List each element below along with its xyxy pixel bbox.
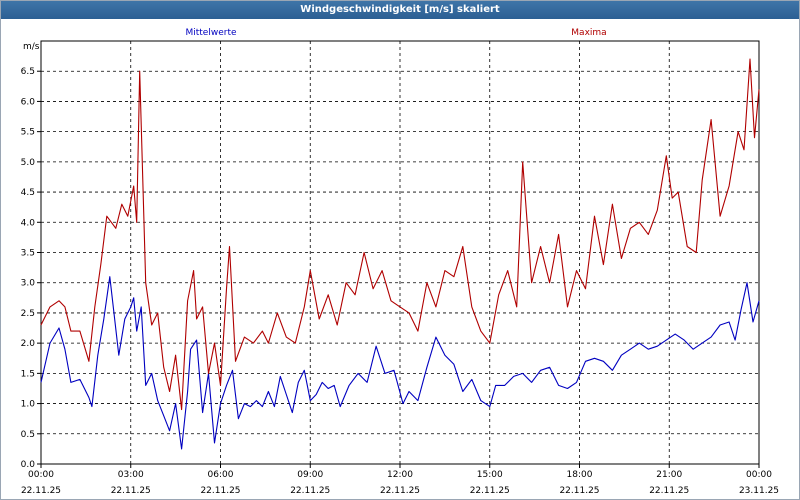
y-tick-label: 3.0 (21, 279, 36, 289)
y-tick-label: 4.5 (21, 188, 35, 198)
x-axis: 00:00 22.11.25 03:00 22.11.25 06:00 22.11.25 0… (21, 464, 779, 496)
x-tick-date: 22.11.25 (559, 486, 599, 496)
series-line-maxima (40, 58, 760, 411)
x-tick-time: 06:00 (208, 470, 234, 480)
grid (41, 41, 759, 465)
x-tick-date: 23.11.25 (739, 486, 779, 496)
y-tick-label: 6.0 (21, 97, 36, 107)
y-axis: 0.0 0.5 1.0 1.5 2.0 2.5 3.0 3.5 4.0 4.5 5.0 5.5 6.0 6… (21, 67, 41, 470)
x-tick-time: 21:00 (656, 470, 682, 480)
x-tick-time: 00:00 (746, 470, 772, 480)
x-tick-time: 15:00 (477, 470, 503, 480)
x-tick-date: 22.11.25 (470, 486, 510, 496)
x-tick-time: 03:00 (118, 470, 144, 480)
y-tick-label: 1.5 (21, 369, 35, 379)
x-tick-time: 00:00 (28, 470, 54, 480)
x-tick-date: 22.11.25 (649, 486, 689, 496)
y-tick-label: 3.5 (21, 249, 35, 259)
x-tick-date: 22.11.25 (21, 486, 61, 496)
x-tick-time: 09:00 (297, 470, 323, 480)
chart-title: Windgeschwindigkeit [m/s] skaliert (1, 1, 799, 19)
y-tick-label: 5.5 (21, 128, 35, 138)
y-tick-label: 5.0 (21, 158, 36, 168)
x-tick-date: 22.11.25 (111, 486, 151, 496)
y-tick-label: 6.5 (21, 67, 35, 77)
y-tick-label: 2.5 (21, 309, 35, 319)
x-tick-date: 22.11.25 (290, 486, 330, 496)
y-tick-label: 1.0 (21, 400, 36, 410)
x-tick-time: 18:00 (567, 470, 593, 480)
y-tick-label: 4.0 (21, 218, 36, 228)
series-lines (40, 58, 760, 450)
x-tick-date: 22.11.25 (380, 486, 420, 496)
legend-mittelwerte: Mittelwerte (185, 28, 236, 38)
x-tick-time: 12:00 (387, 470, 413, 480)
y-tick-label: 0.0 (21, 460, 36, 470)
y-tick-label: 2.0 (21, 339, 36, 349)
series-line-mittelwerte (40, 276, 760, 450)
x-tick-date: 22.11.25 (200, 486, 240, 496)
y-axis-label: m/s (23, 42, 40, 52)
y-tick-label: 0.5 (21, 430, 35, 440)
legend-maxima: Maxima (571, 28, 606, 38)
